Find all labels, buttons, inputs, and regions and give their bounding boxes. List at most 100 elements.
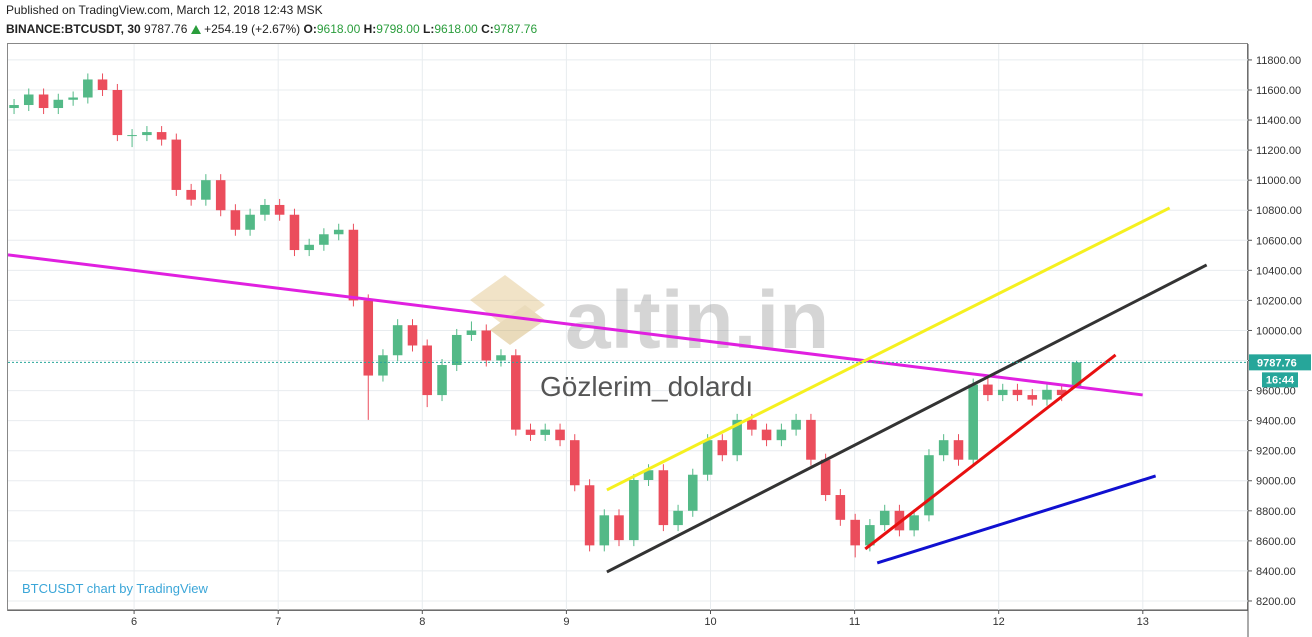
candle-body xyxy=(289,214,300,251)
candle-body xyxy=(511,355,521,430)
candle-body xyxy=(702,440,713,475)
published-note: Published on TradingView.com, March 12, … xyxy=(6,3,323,17)
countdown-label: 16:44 xyxy=(1266,374,1295,386)
candle-body xyxy=(363,300,374,376)
trendline xyxy=(606,206,1171,492)
candle-body xyxy=(540,429,550,435)
symbol: BINANCE:BTCUSDT, 30 xyxy=(6,22,141,36)
x-tick-label: 11 xyxy=(849,616,860,628)
x-tick-label: 6 xyxy=(131,616,137,628)
countdown-tag xyxy=(1262,372,1298,388)
last-price-label: 9787.76 xyxy=(1257,357,1297,369)
candle-body xyxy=(1071,362,1082,388)
candle-body xyxy=(747,419,757,430)
candle-body xyxy=(112,89,123,136)
candle-body xyxy=(761,429,772,441)
candle-body xyxy=(333,229,344,235)
candle-body xyxy=(68,97,78,100)
y-tick-label: 8600.00 xyxy=(1256,536,1296,548)
candle-body xyxy=(260,204,270,215)
candle-body xyxy=(569,440,580,486)
candle-body xyxy=(451,334,462,366)
candle-body xyxy=(997,389,1008,396)
candle-body xyxy=(850,519,860,546)
candle-body xyxy=(230,210,241,230)
watermark-logo xyxy=(490,305,545,345)
candle-body xyxy=(53,99,64,109)
candle-body xyxy=(304,244,314,251)
ohlc-legend: O:9618.00 H:9798.00 L:9618.00 C:9787.76 xyxy=(304,22,538,36)
candle-body xyxy=(629,479,639,541)
annotation: Gözlerim_dolardı xyxy=(540,371,753,402)
y-tick-label: 11400.00 xyxy=(1256,115,1301,127)
x-tick-label: 10 xyxy=(704,616,716,628)
candle-body xyxy=(938,440,949,456)
ohlc-key: O: xyxy=(303,22,317,36)
trendline xyxy=(606,263,1208,574)
candle-body xyxy=(879,510,890,526)
candle-body xyxy=(835,495,846,520)
ohlc-key: C: xyxy=(481,22,494,36)
candle-body xyxy=(496,355,506,361)
ohlc-value: 9618.00 xyxy=(434,22,478,36)
x-tick-label: 9 xyxy=(563,616,569,628)
candle-body xyxy=(806,419,816,460)
candle-body xyxy=(348,229,359,301)
candle-body xyxy=(38,94,49,109)
candle-body xyxy=(894,510,905,531)
candle-body xyxy=(9,105,19,109)
candle-body xyxy=(186,189,196,200)
candle-body xyxy=(687,474,698,511)
candle-body xyxy=(643,470,654,480)
y-tick-label: 9600.00 xyxy=(1256,386,1296,398)
symbol-legend: BINANCE:BTCUSDT, 30 9787.76 +254.19 (+2.… xyxy=(6,22,537,36)
candle-body xyxy=(983,384,993,396)
candle-body xyxy=(1012,389,1023,396)
candle-body xyxy=(525,429,536,435)
candle-body xyxy=(466,330,477,335)
y-tick-label: 9400.00 xyxy=(1256,416,1296,428)
candle-body xyxy=(97,79,108,90)
trendline xyxy=(864,353,1117,551)
x-tick-label: 13 xyxy=(1137,616,1149,628)
chart-credit: BTCUSDT chart by TradingView xyxy=(22,581,209,596)
up-triangle xyxy=(190,25,201,34)
candle-body xyxy=(1042,389,1052,400)
candle-body xyxy=(127,135,137,137)
candle-body xyxy=(614,515,624,541)
candle-body xyxy=(171,139,182,190)
ohlc-key: L: xyxy=(423,22,435,36)
y-tick-label: 11000.00 xyxy=(1256,175,1301,187)
candle-body xyxy=(776,429,787,441)
candle-body xyxy=(717,440,728,456)
y-tick-label: 10800.00 xyxy=(1256,205,1302,217)
candle-body xyxy=(274,204,285,215)
candle-body xyxy=(319,234,329,245)
watermark: altin.in xyxy=(470,275,829,366)
y-tick-label: 8200.00 xyxy=(1256,596,1296,608)
candle-body xyxy=(83,79,93,98)
candle-body xyxy=(658,470,669,526)
last-value: 9787.76 xyxy=(144,22,188,36)
candle-body xyxy=(584,485,595,546)
candle-body xyxy=(422,345,432,396)
candle-body xyxy=(215,180,226,211)
candle-body xyxy=(732,419,742,456)
candle-body xyxy=(437,365,447,396)
candle-body xyxy=(909,515,919,531)
ohlc-value: 9618.00 xyxy=(316,22,361,36)
candle-body xyxy=(599,515,610,546)
x-tick-label: 12 xyxy=(993,616,1005,628)
candle-body xyxy=(156,132,167,140)
candle-body xyxy=(481,330,492,361)
candle-body xyxy=(201,180,211,200)
x-tick-label: 8 xyxy=(419,616,425,628)
candle-body xyxy=(820,459,831,496)
candle-body xyxy=(245,214,255,230)
y-tick-label: 10400.00 xyxy=(1256,265,1302,277)
watermark-logo xyxy=(470,275,545,330)
candle-body xyxy=(791,419,801,430)
trendline xyxy=(876,474,1157,565)
